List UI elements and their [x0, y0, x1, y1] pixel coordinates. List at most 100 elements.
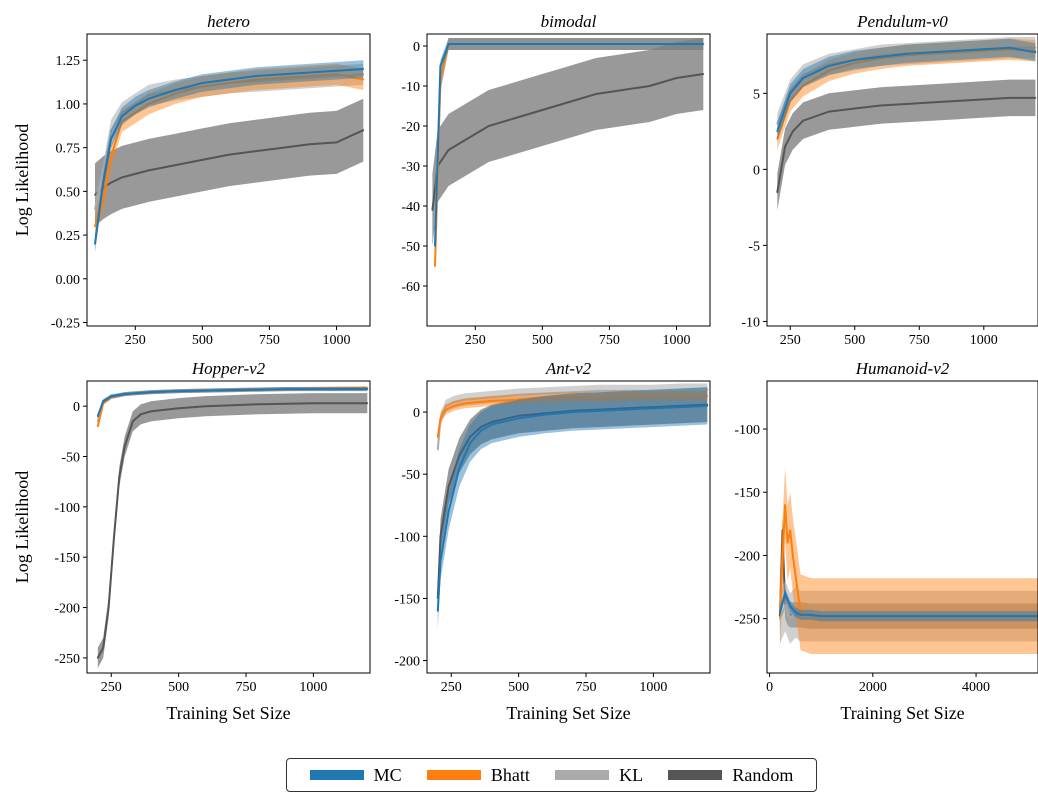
y-tick-label: -40 [401, 200, 420, 215]
point-random [517, 414, 520, 417]
point-mc [625, 408, 628, 411]
subplot-title: Ant-v2 [545, 359, 592, 378]
band-kl [779, 580, 1038, 644]
point-bhatt [174, 92, 177, 95]
y-tick-label: 0.00 [56, 273, 81, 288]
x-axis-label: Training Set Size [166, 703, 290, 723]
point-random [648, 85, 651, 87]
point-bhatt [931, 52, 934, 55]
point-random [776, 191, 779, 194]
band-bhatt [437, 390, 708, 442]
y-tick-label: -60 [401, 280, 420, 295]
point-kl [789, 89, 792, 92]
point-kl [490, 396, 493, 399]
y-tick-label: 0 [753, 163, 760, 178]
subplot-hetero: 250 500 750 1000 -0.25 0.00 0.25 0.50 0.75 1.00 1.… [12, 12, 371, 348]
point-random [255, 150, 257, 153]
series-line-mc [776, 46, 1036, 132]
subplot-title: Pendulum-v0 [856, 12, 948, 31]
series-line-random [94, 129, 364, 196]
point-bhatt [679, 395, 682, 397]
point-random [957, 100, 959, 102]
point-random [982, 98, 985, 101]
y-tick-label: -250 [734, 613, 760, 628]
point-random [174, 164, 177, 167]
point-mc [789, 92, 792, 95]
point-bhatt [255, 78, 257, 81]
series-line-random [431, 73, 704, 211]
subplot-title: bimodal [541, 12, 597, 31]
point-mc [121, 115, 123, 118]
point-random [308, 143, 311, 146]
point-bhatt [517, 398, 520, 401]
point-random [131, 420, 134, 423]
x-tick-label: 750 [259, 333, 280, 348]
point-random [204, 405, 207, 408]
point-random [110, 181, 112, 184]
legend-label-mc: MC [373, 764, 402, 785]
x-tick-label: 250 [780, 333, 801, 348]
point-kl [802, 74, 804, 76]
band-kl [95, 63, 364, 220]
point-mc [810, 614, 812, 616]
point-random [94, 194, 96, 196]
x-tick-label: 500 [532, 333, 553, 348]
point-bhatt [335, 73, 338, 76]
point-bhatt [445, 408, 447, 411]
point-mc [598, 409, 601, 412]
y-tick-label: -10 [401, 80, 420, 95]
y-tick-label: 0 [413, 406, 420, 421]
point-mc [879, 55, 882, 58]
point-mc [461, 43, 463, 45]
point-mc [779, 611, 781, 614]
point-random [621, 89, 624, 91]
series-line-bhatt [436, 394, 708, 438]
point-random [201, 159, 204, 161]
point-random [905, 103, 908, 105]
point-mc [480, 429, 482, 432]
point-mc [789, 605, 792, 607]
x-tick-label: 250 [441, 680, 462, 695]
axes-frame [766, 33, 1038, 327]
x-tick-label: 500 [844, 333, 865, 348]
point-random [177, 407, 180, 410]
point-bhatt [786, 541, 789, 544]
point-mc [201, 82, 204, 84]
point-kl [308, 76, 311, 79]
point-mc [648, 43, 651, 45]
band-mc [97, 387, 368, 419]
plot-area [776, 37, 1037, 211]
x-axis-label: Training Set Size [506, 703, 630, 723]
point-bhatt [794, 573, 797, 576]
y-tick-label: -50 [401, 468, 420, 483]
legend-swatch-random [668, 770, 723, 780]
point-mc [174, 89, 177, 91]
point-mc [123, 393, 126, 395]
point-random [102, 646, 105, 649]
point-random [431, 209, 434, 211]
point-bhatt [490, 400, 493, 402]
point-mc [96, 415, 99, 418]
point-random [487, 125, 490, 127]
point-mc [362, 68, 365, 70]
band-bhatt [97, 386, 368, 429]
plot-area [778, 467, 1038, 654]
point-random [140, 413, 142, 416]
band-mc [437, 387, 708, 630]
point-kl [362, 73, 365, 76]
x-tick-label: 250 [101, 680, 122, 695]
point-bhatt [96, 425, 99, 428]
series-line-bhatt [776, 48, 1036, 140]
point-random [784, 145, 786, 148]
point-random [366, 402, 369, 405]
band-random [97, 393, 368, 668]
point-kl [463, 398, 466, 401]
point-bhatt [789, 100, 792, 102]
point-bhatt [571, 396, 574, 399]
subplot-hopper-v2: 250 500 750 1000 -250 -200 -150 -100 -50 0 Hopper-… [12, 359, 371, 723]
point-bhatt [147, 103, 150, 105]
plot-area [96, 386, 369, 668]
point-mc [517, 417, 520, 420]
point-mc [94, 242, 96, 245]
subplot-title: Hopper-v2 [191, 359, 266, 378]
